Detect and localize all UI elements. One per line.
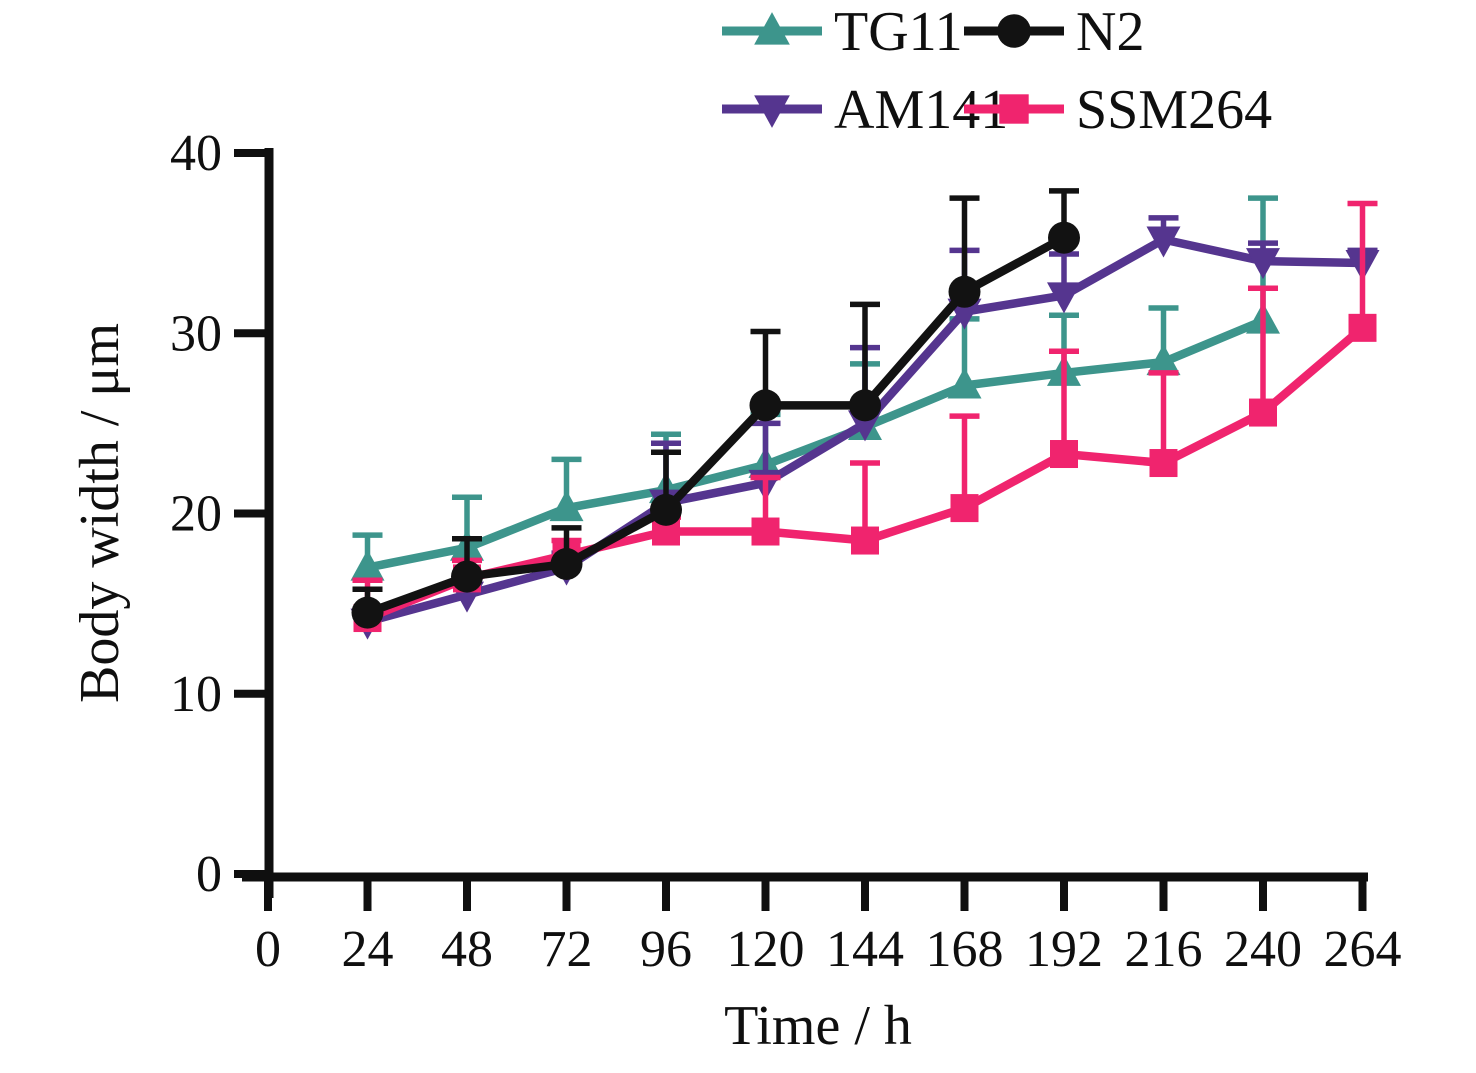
y-tick-label: 10	[170, 666, 222, 723]
x-tick-label: 168	[926, 921, 1004, 978]
circle-marker	[550, 547, 583, 580]
triangle-up-marker	[350, 549, 385, 581]
triangle-down-marker	[1047, 282, 1081, 314]
square-marker	[1348, 313, 1377, 342]
y-tick-label: 30	[170, 305, 222, 362]
square-marker	[1050, 440, 1078, 469]
circle-marker	[749, 389, 782, 422]
legend-item-ssm264: SSM264	[964, 79, 1272, 141]
x-tick-label: 144	[826, 921, 904, 978]
x-tick-label: 192	[1025, 921, 1103, 978]
square-marker	[999, 94, 1029, 124]
series-n2	[351, 188, 1080, 629]
x-tick-label: 96	[640, 921, 692, 978]
triangle-up-marker	[549, 490, 584, 522]
series-ssm264	[352, 200, 1378, 633]
circle-marker	[351, 596, 384, 629]
circle-marker	[650, 493, 682, 526]
legend-label: TG11	[834, 1, 963, 63]
axes	[234, 148, 1368, 911]
triangle-down-marker	[1146, 226, 1181, 258]
x-tick-label: 216	[1125, 921, 1203, 978]
triangle-up-marker	[1146, 344, 1181, 376]
x-tick-label: 264	[1324, 921, 1402, 978]
triangle-down-marker	[1246, 248, 1280, 280]
legend-item-tg11: TG11	[722, 1, 963, 63]
square-marker	[1149, 449, 1178, 478]
x-axis-title: Time / h	[724, 995, 912, 1057]
y-tick-label: 40	[170, 125, 222, 182]
x-tick-label: 240	[1224, 921, 1302, 978]
y-axis-title: Body width / μm	[69, 323, 131, 703]
square-marker	[950, 494, 979, 523]
x-tick-label: 72	[541, 921, 593, 978]
series-line	[363, 316, 1268, 572]
x-tick-label: 24	[342, 921, 394, 978]
x-tick-label: 0	[255, 921, 281, 978]
circle-marker	[1048, 221, 1080, 254]
y-tick-label: 0	[196, 846, 222, 903]
square-marker	[1249, 398, 1277, 427]
circle-marker	[948, 275, 981, 308]
square-marker	[851, 526, 879, 555]
legend-label: N2	[1076, 1, 1144, 63]
circle-marker	[997, 14, 1031, 48]
y-tick-label: 20	[170, 486, 222, 543]
x-tick-label: 48	[441, 921, 493, 978]
x-tick-label: 120	[727, 921, 805, 978]
legend-item-n2: N2	[964, 1, 1144, 63]
triangle-down-marker	[754, 95, 790, 128]
circle-marker	[451, 560, 483, 593]
series-line	[363, 233, 1069, 617]
circle-marker	[849, 389, 881, 422]
triangle-up-marker	[947, 367, 982, 399]
triangle-up-marker	[754, 12, 790, 45]
legend-label: SSM264	[1076, 79, 1272, 141]
square-marker	[751, 517, 780, 546]
